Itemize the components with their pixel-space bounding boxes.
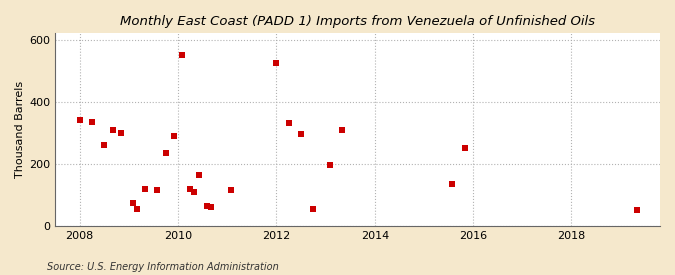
Point [86, 120, 97, 124]
Point [152, 188, 163, 192]
Point [107, 127, 118, 132]
Point [189, 189, 200, 194]
Point [447, 182, 458, 186]
Point [115, 131, 126, 135]
Point [169, 134, 180, 138]
Point [185, 186, 196, 191]
Point [193, 172, 204, 177]
Point [226, 188, 237, 192]
Point [296, 132, 306, 136]
Point [324, 163, 335, 167]
Point [99, 143, 110, 147]
Point [161, 151, 171, 155]
Point [336, 127, 347, 132]
Point [132, 207, 142, 211]
Y-axis label: Thousand Barrels: Thousand Barrels [15, 81, 25, 178]
Point [140, 186, 151, 191]
Title: Monthly East Coast (PADD 1) Imports from Venezuela of Unfinished Oils: Monthly East Coast (PADD 1) Imports from… [120, 15, 595, 28]
Point [206, 205, 217, 210]
Point [308, 207, 319, 211]
Point [128, 200, 138, 205]
Point [177, 53, 188, 57]
Point [460, 146, 470, 150]
Point [632, 208, 643, 213]
Point [284, 121, 294, 126]
Point [271, 61, 282, 65]
Text: Source: U.S. Energy Information Administration: Source: U.S. Energy Information Administ… [47, 262, 279, 272]
Point [74, 118, 85, 122]
Point [201, 204, 212, 208]
